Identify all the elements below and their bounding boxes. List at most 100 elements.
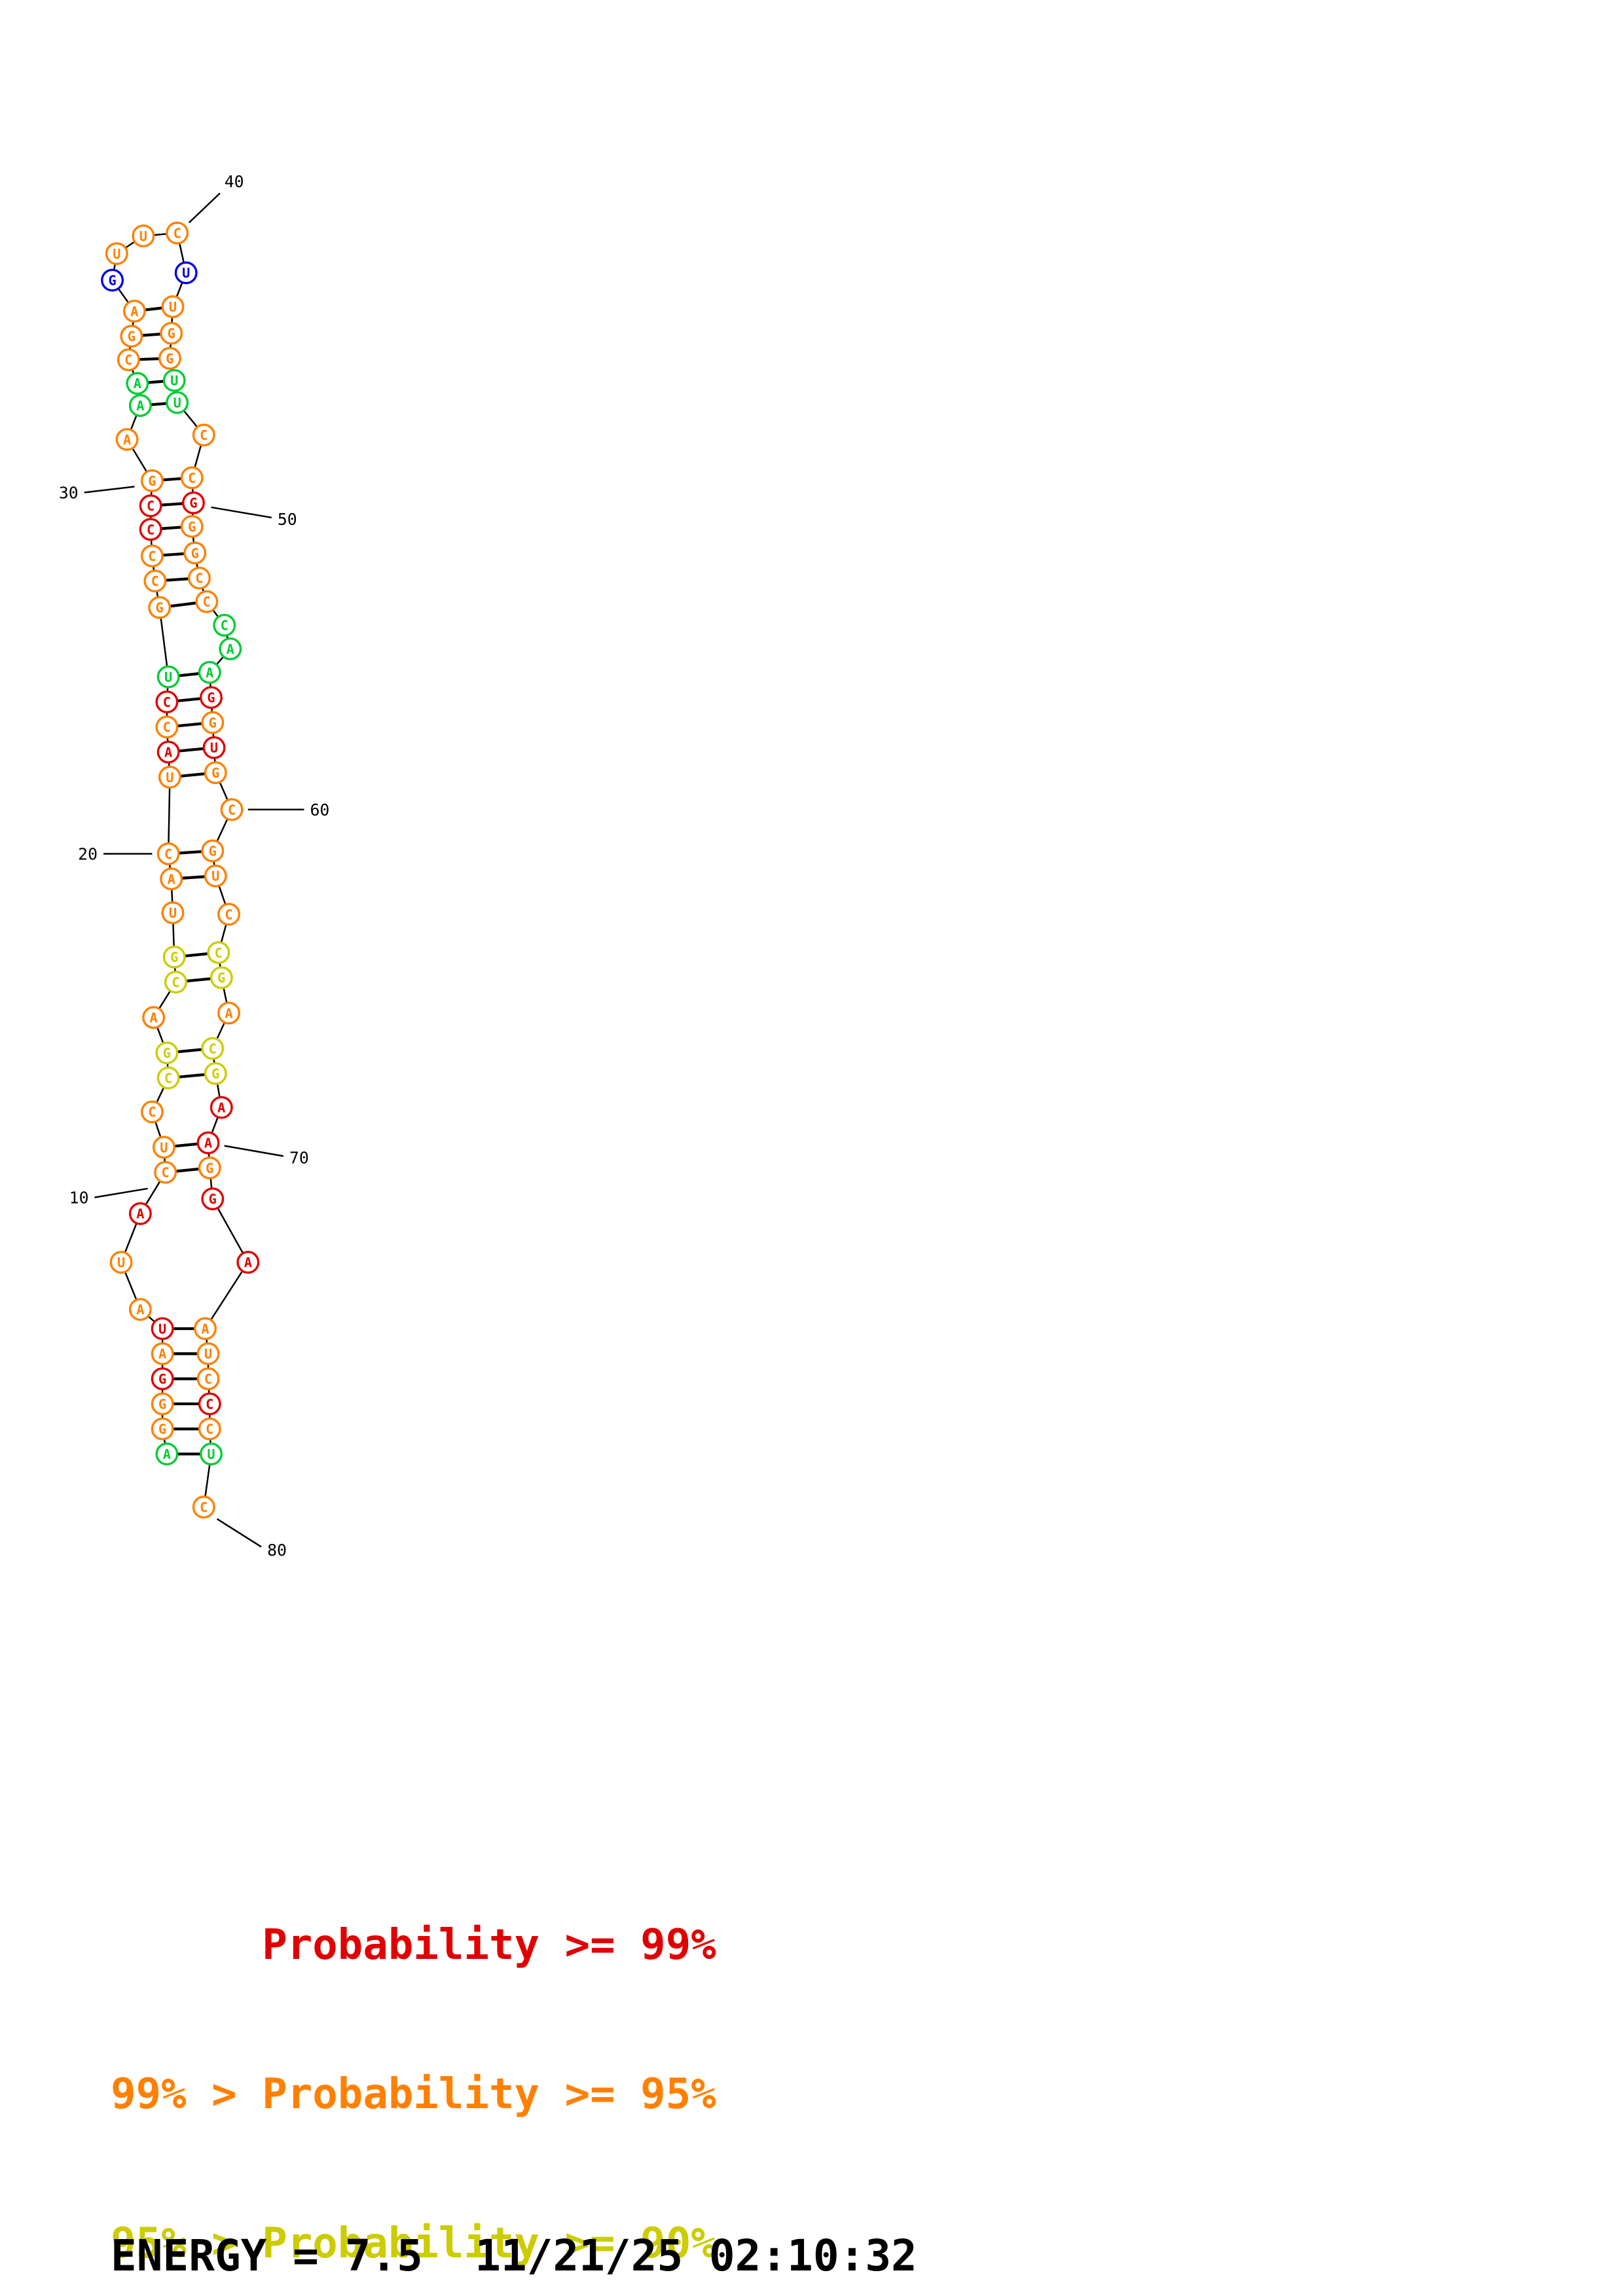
nucleotide-base: C — [228, 802, 236, 817]
nucleotide-base: C — [148, 548, 156, 564]
nucleotide-base: U — [169, 905, 177, 921]
nucleotide-circle — [139, 518, 162, 541]
nucleotide-base: G — [206, 1160, 213, 1176]
nucleotide-circle — [142, 1006, 166, 1030]
nucleotide-circle — [198, 660, 221, 684]
nucleotide-circle — [101, 268, 124, 292]
nucleotide-base: U — [166, 770, 173, 785]
nucleotide-base: A — [123, 432, 131, 448]
nucleotides-layer: AGGGAUAUACUCCGACGUACUACCUGCCCCGAAACGAGUU… — [101, 221, 260, 1519]
nucleotide-circle — [196, 1342, 220, 1365]
nucleotide-base: U — [164, 670, 172, 685]
nucleotide-base: C — [215, 945, 223, 961]
nucleotide-circle — [166, 221, 189, 245]
legend-line-99: Probability >= 99% — [111, 1921, 716, 1969]
nucleotide-base: G — [168, 326, 175, 342]
nucleotide-base: G — [158, 1371, 166, 1387]
nucleotide-base: C — [124, 352, 132, 368]
nucleotide-circle — [236, 1251, 260, 1274]
backbone-bond — [158, 607, 170, 677]
nucleotide-circle — [151, 1342, 174, 1365]
nucleotide-circle — [160, 867, 183, 891]
backbone-bond — [211, 1198, 249, 1263]
nucleotide-base: A — [168, 871, 175, 887]
energy-line: ENERGY = 7.5 11/21/25 02:10:32 — [111, 2231, 917, 2281]
nucleotide-base: U — [173, 395, 181, 411]
backbone-bond — [204, 1261, 249, 1329]
nucleotide-circle — [115, 427, 139, 451]
nucleotide-base: C — [209, 1041, 217, 1056]
nucleotide-base: C — [206, 1396, 213, 1412]
nucleotide-circle — [207, 941, 230, 964]
nucleotide-base: G — [158, 1422, 166, 1437]
nucleotide-circle — [117, 348, 140, 372]
nucleotide-base: A — [244, 1255, 252, 1270]
nucleotide-circle — [198, 1417, 221, 1441]
nucleotide-circle — [201, 1187, 225, 1211]
nucleotide-base: U — [117, 1255, 125, 1270]
nucleotide-base: U — [160, 1139, 168, 1155]
nucleotide-circle — [151, 1317, 174, 1340]
nucleotide-base: C — [164, 846, 172, 862]
nucleotide-circle — [183, 541, 207, 565]
nucleotide-base: C — [147, 498, 155, 514]
nucleotide-base: A — [217, 1100, 225, 1115]
nucleotide-circle — [162, 945, 186, 969]
nucleotide-base: C — [163, 719, 171, 735]
nucleotide-base: G — [189, 495, 197, 511]
nucleotide-circle — [139, 494, 162, 518]
nucleotide-base: A — [136, 1206, 144, 1222]
nucleotide-circle — [162, 368, 186, 392]
nucleotide-base: A — [225, 1005, 232, 1021]
nucleotide-base: U — [204, 1346, 212, 1362]
nucleotide-base: G — [209, 1191, 217, 1207]
nucleotide-base: G — [211, 765, 219, 781]
nucleotide-circle — [156, 665, 180, 689]
nucleotide-base: C — [147, 522, 155, 537]
nucleotide-base: C — [225, 906, 232, 922]
nucleotide-base: A — [136, 398, 144, 414]
nucleotide-circle — [196, 1131, 220, 1155]
nucleotide-base: A — [150, 1010, 158, 1026]
nucleotide-base: U — [211, 869, 219, 884]
nucleotide-base: G — [209, 715, 217, 730]
nucleotide-base: U — [170, 373, 178, 389]
nucleotide-base: G — [158, 1396, 166, 1412]
nucleotide-base: G — [108, 273, 116, 289]
nucleotide-base: G — [166, 351, 173, 367]
nucleotide-circle — [158, 765, 181, 789]
nucleotide-circle — [151, 1367, 174, 1391]
position-label-line — [224, 1145, 284, 1157]
nucleotide-circle — [204, 761, 227, 785]
nucleotide-base: C — [206, 1422, 213, 1437]
nucleotide-circle — [126, 372, 149, 395]
nucleotide-circle — [200, 1443, 223, 1465]
position-label: 20 — [78, 845, 98, 864]
position-label-line — [94, 1187, 148, 1198]
nucleotide-base: C — [148, 1104, 156, 1120]
nucleotide-base: U — [113, 246, 120, 262]
nucleotide-circle — [204, 864, 227, 888]
position-labels-layer: 10 20 30 40 50 60 70 80 — [59, 172, 329, 1560]
nucleotide-circle — [213, 613, 236, 637]
nucleotide-circle — [158, 347, 181, 370]
nucleotide-circle — [140, 544, 164, 567]
position-label-line — [188, 192, 221, 224]
nucleotide-base: U — [139, 228, 147, 244]
nucleotide-circle — [152, 1136, 175, 1159]
nucleotide-circle — [122, 299, 146, 323]
nucleotide-base: C — [204, 1371, 212, 1387]
nucleotide-circle — [143, 569, 167, 593]
nucleotide-base: C — [221, 618, 228, 634]
nucleotide-base: G — [148, 473, 156, 489]
nucleotide-circle — [202, 736, 226, 759]
nucleotide-base: A — [163, 1446, 171, 1462]
nucleotide-circle — [201, 711, 225, 734]
nucleotide-base: G — [170, 950, 178, 965]
position-label: 10 — [69, 1188, 89, 1207]
position-label: 60 — [310, 800, 329, 819]
nucleotide-circle — [154, 1160, 177, 1184]
nucleotide-circle — [128, 1202, 152, 1225]
nucleotide-base: A — [130, 304, 138, 319]
nucleotide-base: A — [134, 376, 141, 391]
